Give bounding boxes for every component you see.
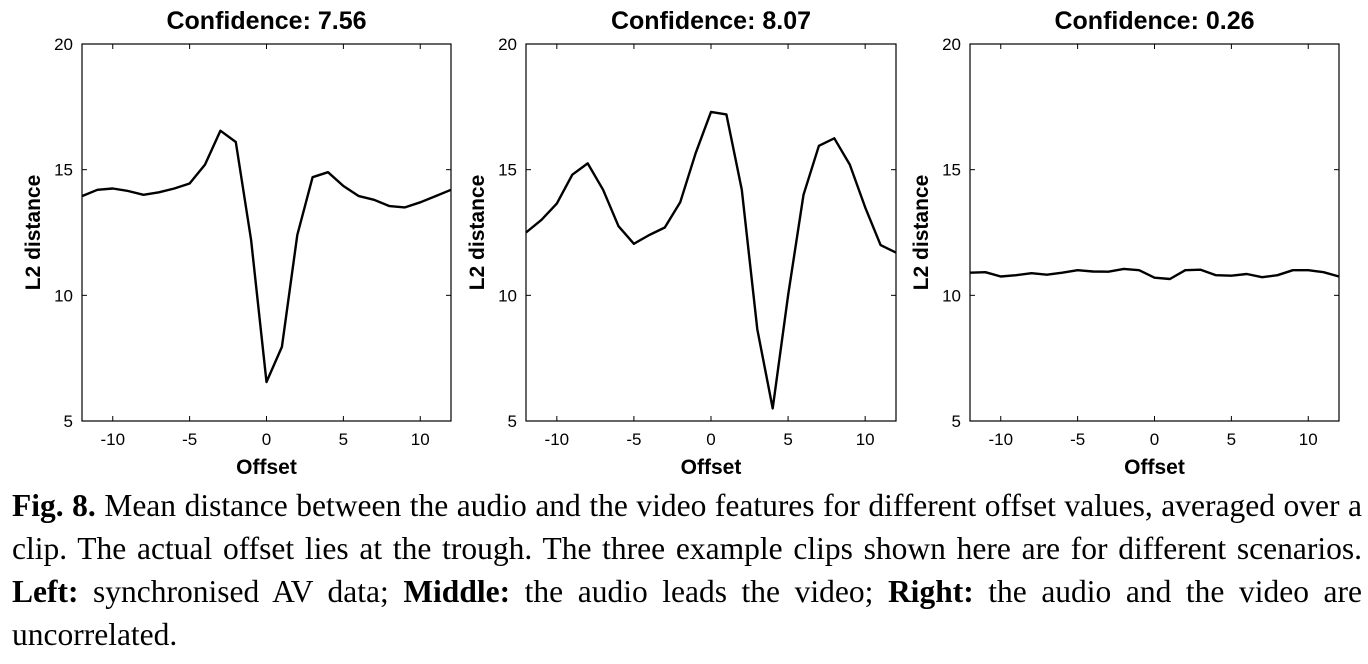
x-tick-label: 0 [706,430,715,449]
y-tick-label: 10 [54,286,73,305]
caption-text-2: synchronised AV data; [78,574,404,609]
y-tick-label: 5 [952,412,961,431]
x-tick-label: -10 [545,430,570,449]
x-axis-label: Offset [681,456,742,479]
chart-panel-1: Confidence: 7.56 5 10 15 20 -10 -5 0 5 10 Offset L2… [22,7,452,479]
caption-text-3: the audio leads the video; [510,574,888,609]
series-line [969,267,1340,281]
caption-middle-label: Middle: [403,574,511,609]
caption-right-label: Right: [887,574,974,609]
x-tick-label: -10 [100,430,125,449]
x-tick-label: -5 [182,430,197,449]
y-tick-label: 5 [508,412,517,431]
y-tick-label: 15 [54,161,73,180]
chart-title: Confidence: 7.56 [166,7,366,35]
x-tick-label: 5 [339,430,348,449]
y-tick-label: 20 [54,35,73,54]
axes-frame [81,43,452,422]
chart-panel-3: Confidence: 0.26 5 10 15 20 -10 -5 0 5 10 Offset L2… [910,7,1340,479]
y-tick-label: 10 [942,286,961,305]
y-tick-label: 20 [942,35,961,54]
x-axis-label: Offset [1124,456,1185,479]
chart-title: Confidence: 8.07 [611,7,811,35]
x-tick-label: 10 [856,430,875,449]
x-tick-label: 10 [411,430,430,449]
chart-title: Confidence: 0.26 [1054,7,1254,35]
series-line [81,129,452,384]
x-tick-label: 0 [262,430,271,449]
series-line [525,110,897,410]
y-axis-label: L2 distance [466,175,489,291]
caption-left-label: Left: [12,574,79,609]
x-tick-label: -10 [988,430,1013,449]
y-axis-label: L2 distance [910,175,933,291]
axes-frame [525,43,897,422]
x-tick-label: -5 [626,430,641,449]
y-tick-label: 15 [942,161,961,180]
figure-caption: Fig. 8. Mean distance between the audio … [12,484,1362,656]
figure-panels: Confidence: 7.56 5 10 15 20 -10 -5 0 5 10 Offset L2… [22,7,1340,479]
caption-text-4: the audio and the video are uncorrelated… [12,574,1362,652]
y-axis-label: L2 distance [22,175,45,291]
x-tick-label: 0 [1150,430,1159,449]
x-tick-label: 5 [1227,430,1236,449]
y-tick-label: 5 [64,412,73,431]
caption-text-1: Mean distance between the audio and the … [12,488,1362,566]
x-tick-label: 5 [783,430,792,449]
y-tick-label: 15 [498,161,517,180]
x-tick-label: -5 [1070,430,1085,449]
axes-frame [969,43,1340,422]
chart-panel-2: Confidence: 8.07 5 10 15 20 -10 -5 0 5 10 Offset L2… [466,7,897,479]
x-axis-label: Offset [236,456,297,479]
caption-fig-label: Fig. 8. [12,488,96,523]
x-tick-label: 10 [1299,430,1318,449]
y-tick-label: 20 [498,35,517,54]
y-tick-label: 10 [498,286,517,305]
